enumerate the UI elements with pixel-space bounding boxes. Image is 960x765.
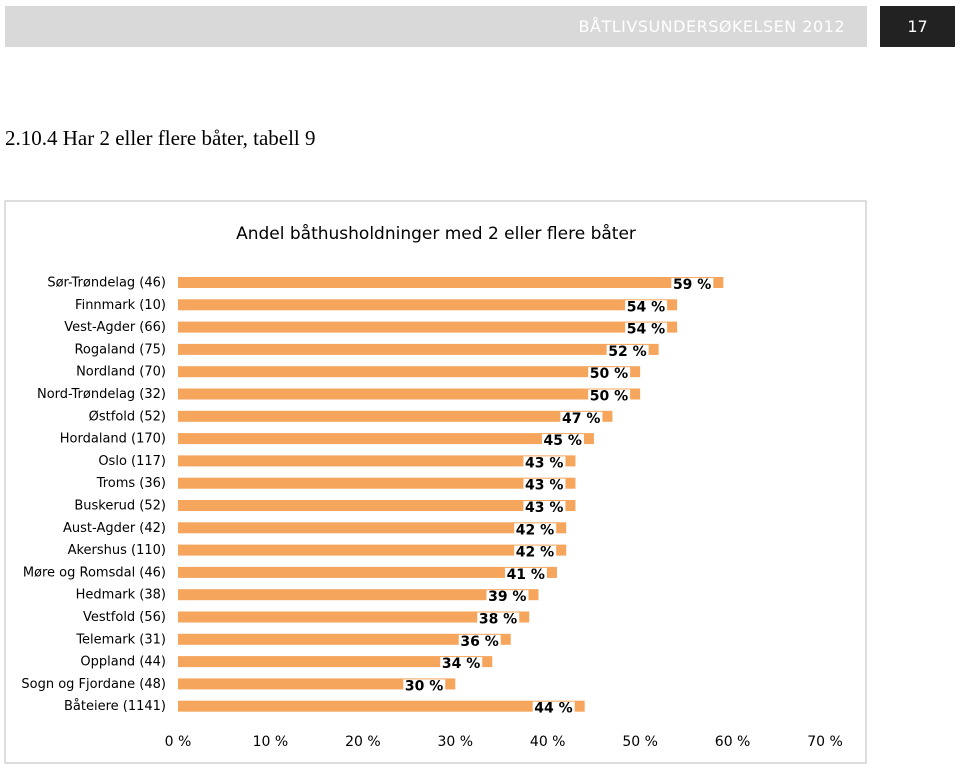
value-label: 50 % (590, 389, 628, 405)
value-label-bg (458, 634, 501, 649)
bar (178, 277, 724, 288)
x-tick-label: 70 % (807, 734, 843, 750)
y-tick-label: Telemark (31) (75, 632, 166, 647)
value-label: 41 % (507, 567, 545, 583)
bar (178, 500, 576, 511)
value-label-bg (504, 567, 547, 582)
value-label: 59 % (673, 277, 711, 293)
value-label-bg (588, 367, 631, 382)
y-tick-label: Finnmark (10) (75, 298, 166, 313)
bar (178, 455, 576, 467)
value-label: 44 % (534, 701, 572, 717)
value-label-bg (486, 590, 529, 605)
y-tick-label: Nord-Trøndelag (32) (37, 387, 166, 402)
y-tick-label: Hedmark (38) (76, 588, 166, 603)
value-label: 52 % (608, 344, 646, 360)
bar (178, 299, 678, 311)
value-label-bg (523, 456, 566, 471)
value-label: 47 % (562, 411, 600, 427)
y-tick-label: Nordland (70) (76, 365, 166, 380)
header-bar: BÅTLIVSUNDERSØKELSEN 2012 (5, 6, 867, 47)
bar (178, 656, 493, 668)
value-label-bg (514, 523, 557, 538)
value-label: 30 % (405, 678, 443, 694)
y-tick-label: Sør-Trøndelag (46) (47, 276, 166, 291)
y-tick-label: Oppland (44) (80, 655, 166, 670)
value-label-bg (625, 300, 668, 315)
x-tick-label: 30 % (437, 734, 473, 750)
value-label: 43 % (525, 478, 563, 494)
value-label-bg (477, 612, 520, 627)
bar (178, 633, 511, 645)
chart-frame (4, 200, 867, 764)
y-tick-label: Oslo (117) (98, 454, 166, 469)
chart-title: Andel båthusholdninger med 2 eller flere… (236, 223, 636, 244)
value-label: 54 % (627, 299, 665, 315)
page-number: 17 (880, 6, 955, 47)
y-tick-label: Båteiere (1141) (64, 699, 166, 714)
y-tick-label: Akershus (110) (68, 543, 166, 558)
bar (178, 410, 613, 422)
x-tick-label: 50 % (622, 734, 658, 750)
bar (178, 388, 641, 400)
bar (178, 544, 567, 556)
value-label: 43 % (525, 500, 563, 516)
value-label-bg (560, 411, 603, 426)
y-tick-label: Hordaland (170) (60, 432, 166, 447)
value-label: 34 % (442, 656, 480, 672)
value-label: 38 % (479, 612, 517, 628)
value-label: 45 % (544, 433, 582, 449)
section-heading: 2.10.4 Har 2 eller flere båter, tabell 9 (5, 126, 316, 150)
value-label-bg (523, 501, 566, 515)
bar (178, 321, 678, 333)
bar (178, 589, 539, 601)
value-label-bg (625, 322, 668, 337)
value-label: 43 % (525, 455, 563, 471)
value-label: 42 % (516, 545, 554, 561)
y-tick-label: Aust-Agder (42) (63, 521, 166, 536)
bar (178, 700, 585, 712)
y-tick-label: Møre og Romsdal (46) (23, 565, 166, 580)
value-label-bg (588, 389, 631, 404)
value-label-bg (671, 278, 714, 292)
value-label: 50 % (590, 366, 628, 382)
value-label-bg (532, 701, 575, 716)
bar (178, 566, 557, 578)
value-label-bg (403, 679, 446, 694)
bar (178, 366, 641, 378)
value-label-bg (541, 434, 584, 449)
y-tick-label: Vestfold (56) (83, 610, 166, 625)
x-tick-label: 20 % (345, 734, 381, 750)
y-tick-label: Troms (36) (96, 476, 166, 491)
value-label: 39 % (488, 589, 526, 605)
bar (178, 477, 576, 489)
x-tick-label: 10 % (253, 734, 289, 750)
x-tick-label: 60 % (715, 734, 751, 750)
y-tick-label: Sogn og Fjordane (48) (21, 677, 166, 692)
y-tick-label: Buskerud (52) (74, 499, 166, 514)
x-tick-label: 0 % (165, 734, 192, 750)
bar (178, 678, 456, 690)
value-label-bg (440, 657, 483, 672)
value-label: 42 % (516, 522, 554, 538)
bar (178, 343, 659, 355)
y-tick-label: Rogaland (75) (74, 342, 166, 357)
y-tick-label: Østfold (52) (89, 409, 166, 424)
value-label-bg (523, 478, 566, 493)
bar (178, 433, 594, 445)
value-label-bg (606, 344, 649, 359)
value-label: 36 % (460, 634, 498, 650)
bar (178, 611, 530, 623)
x-tick-label: 40 % (530, 734, 566, 750)
bar (178, 522, 567, 534)
value-label: 54 % (627, 322, 665, 338)
value-label-bg (514, 545, 557, 560)
header-title: BÅTLIVSUNDERSØKELSEN 2012 (578, 17, 845, 36)
y-tick-label: Vest-Agder (66) (64, 320, 166, 335)
